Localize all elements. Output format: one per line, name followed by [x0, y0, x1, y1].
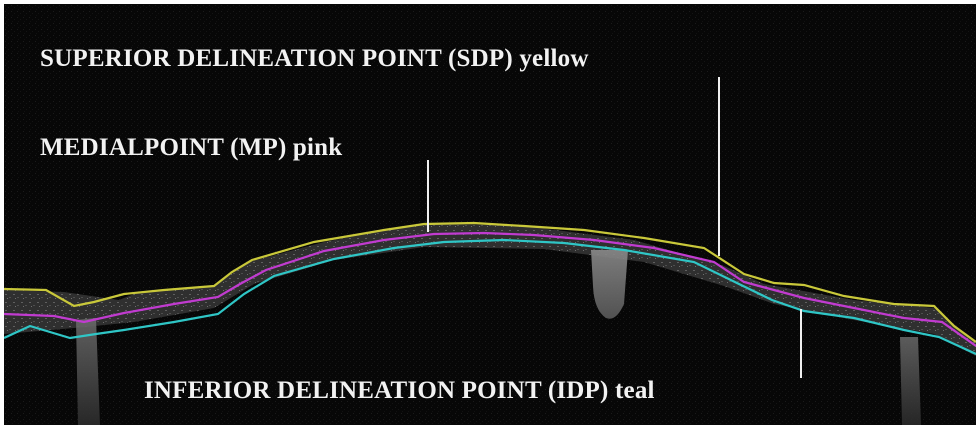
medial-point-pink-line: [4, 231, 976, 347]
scan-background: [4, 4, 976, 425]
left-vertical-column: [76, 318, 100, 425]
superior-delineation-yellow-line: [4, 221, 976, 343]
oct-scan-image: SUPERIOR DELINEATION POINT (SDP) yellow …: [4, 4, 976, 425]
inferior-delineation-teal-line: [4, 238, 976, 355]
center-vertical-shadow: [591, 250, 628, 319]
retinal-tissue-band: [4, 223, 976, 356]
right-vertical-column: [900, 337, 921, 425]
retinal-layer-scan: [4, 4, 976, 425]
sdp-label: SUPERIOR DELINEATION POINT (SDP) yellow: [40, 45, 589, 72]
idp-label: INFERIOR DELINEATION POINT (IDP) teal: [144, 377, 655, 404]
mp-label: MEDIALPOINT (MP) pink: [40, 134, 343, 161]
